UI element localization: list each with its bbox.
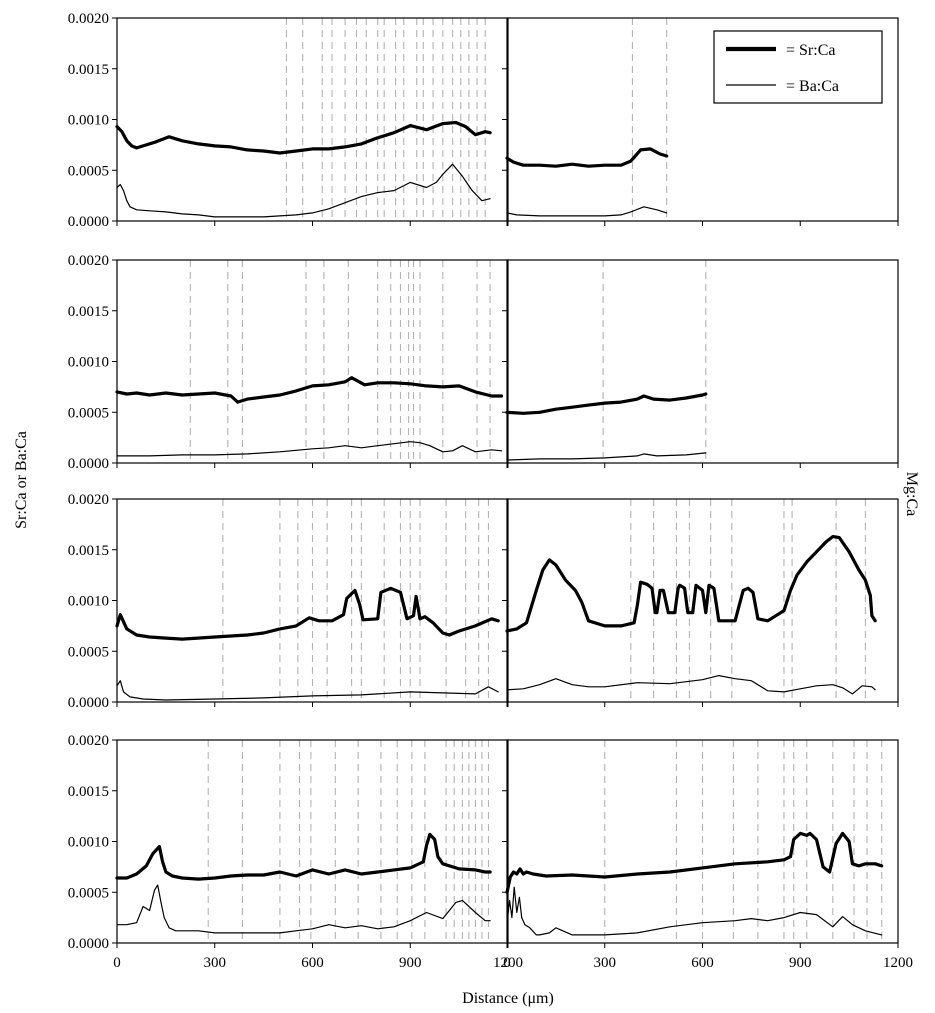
panel-r3c1-series-sr-ca xyxy=(115,586,500,641)
panel-r2c2-frame xyxy=(506,259,899,464)
y-axis-title-right: Mg:Ca xyxy=(903,472,920,516)
panel-r2c2-series-ba-ca xyxy=(506,452,707,461)
panel-r3c1-y-tick-label-2: 0.0010 xyxy=(68,594,109,610)
panel-r3c1-series-ba-ca xyxy=(116,680,499,701)
y-axis-title-left: Sr:Ca or Ba:Ca xyxy=(13,431,30,529)
panel-r1c2-series-sr-ca xyxy=(505,147,669,168)
panel-r4c2-series-ba-ca xyxy=(506,886,883,936)
panel-r3c1-y-tick-label-3: 0.0015 xyxy=(68,543,109,559)
panel-r1c1: 0.0000 0.0005 0.0010 0.0015 0.0020 xyxy=(68,11,509,230)
panel-r2c1-frame xyxy=(116,259,509,464)
panel-r4c1-series-sr-ca xyxy=(115,832,492,881)
panel-r2c2 xyxy=(502,259,899,468)
panels-layer: 0.00000.00050.00100.00150.00200.00000.00… xyxy=(68,11,913,971)
panel-r1c1-y-tick-label-3: 0.0015 xyxy=(68,62,109,78)
panel-r2c1-y-tick-label-3: 0.0015 xyxy=(68,304,109,320)
x-axis-title: Distance (μm) xyxy=(462,990,554,1007)
panel-r2c1-y-tick-label-2: 0.0010 xyxy=(68,355,109,371)
panel-r4c2-series-sr-ca xyxy=(505,831,884,894)
panel-r1c2-series-ba-ca xyxy=(506,206,668,217)
panel-r3c2-series-ba-ca xyxy=(506,674,876,695)
panel-r3c2-series-sr-ca xyxy=(505,534,877,633)
panel-r3c1-y-tick-label-0: 0.0000 xyxy=(68,695,109,711)
panel-r2c1-series-ba-ca xyxy=(116,441,503,457)
panel-r4c2-x-tick-label-1: 300 xyxy=(594,955,617,971)
panel-r4c1-y-tick-label-3: 0.0015 xyxy=(68,784,109,800)
panel-r4c1: 0 300 600 900 1200 0.0000 0.0005 0.0010 0.0015 0.… xyxy=(68,733,523,971)
panel-r1c1-series-sr-ca xyxy=(115,120,492,155)
panel-r4c1-series-ba-ca xyxy=(116,884,491,934)
panel-r4c1-y-tick-label-2: 0.0010 xyxy=(68,835,109,851)
panel-r2c1-series-sr-ca xyxy=(115,376,504,404)
panel-r1c1-y-tick-label-0: 0.0000 xyxy=(68,214,109,230)
panel-r1c1-series-ba-ca xyxy=(116,163,491,218)
panel-r4c1-x-tick-label-3: 900 xyxy=(399,955,422,971)
panel-r1c1-y-tick-label-2: 0.0010 xyxy=(68,113,109,129)
panel-r2c1-y-tick-label-4: 0.0020 xyxy=(68,253,109,269)
panel-r4c1-x-tick-label-2: 600 xyxy=(301,955,324,971)
panel-r3c1: 0.0000 0.0005 0.0010 0.0015 0.0020 xyxy=(68,492,509,711)
panel-r4c1-y-tick-label-4: 0.0020 xyxy=(68,733,109,749)
panel-r3c1-y-tick-label-4: 0.0020 xyxy=(68,492,109,508)
panel-r4c2: 0 300 600 900 1200 xyxy=(502,739,913,971)
panel-r4c1-y-tick-label-0: 0.0000 xyxy=(68,936,109,952)
panel-r2c1-y-tick-label-1: 0.0005 xyxy=(68,405,109,421)
panel-r1c1-y-tick-label-1: 0.0005 xyxy=(68,163,109,179)
panel-r1c2 xyxy=(502,17,899,226)
panel-r4c2-x-tick-label-2: 600 xyxy=(691,955,714,971)
legend-box xyxy=(713,30,883,104)
panel-r4c2-x-tick-label-4: 1200 xyxy=(883,955,913,971)
panel-r4c1-x-tick-label-4: 1200 xyxy=(493,955,523,971)
legend-sr-ca-label: = Sr:Ca xyxy=(786,42,835,59)
panel-r4c1-x-tick-label-0: 0 xyxy=(113,955,121,971)
panel-r2c1: 0.0000 0.0005 0.0010 0.0015 0.0020 xyxy=(68,253,509,472)
panel-r4c2-x-tick-label-3: 900 xyxy=(789,955,812,971)
panel-r2c1-y-tick-label-0: 0.0000 xyxy=(68,456,109,472)
panel-r4c1-y-tick-label-1: 0.0005 xyxy=(68,885,109,901)
panel-r1c1-y-tick-label-4: 0.0020 xyxy=(68,11,109,27)
panel-r3c1-y-tick-label-1: 0.0005 xyxy=(68,644,109,660)
panel-r2c2-series-sr-ca xyxy=(505,392,708,415)
panel-r4c1-frame xyxy=(116,739,509,944)
panel-r1c1-frame xyxy=(116,17,509,222)
legend-ba-ca-label: = Ba:Ca xyxy=(786,78,839,95)
panel-r3c2 xyxy=(502,498,899,707)
legend: = Sr:Ca = Ba:Ca xyxy=(713,30,883,104)
panel-r4c1-x-tick-label-1: 300 xyxy=(204,955,227,971)
panel-r4c2-x-tick-label-0: 0 xyxy=(503,955,511,971)
